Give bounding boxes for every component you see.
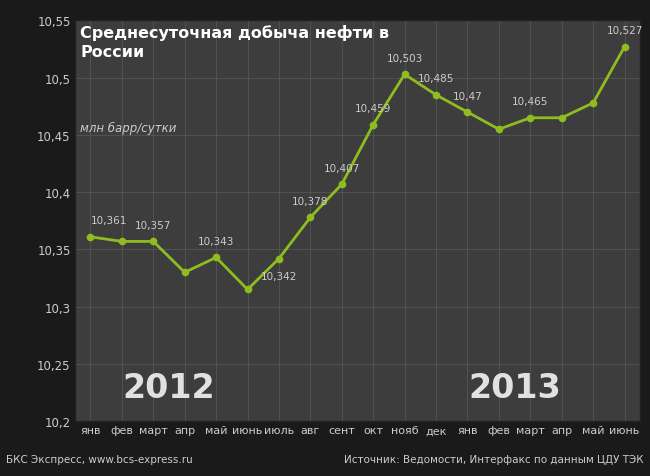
Text: Источник: Ведомости, Интерфакс по данным ЦДУ ТЭК: Источник: Ведомости, Интерфакс по данным… — [344, 454, 644, 464]
Text: 10,361: 10,361 — [90, 216, 127, 226]
Text: 10,407: 10,407 — [324, 163, 360, 173]
Text: 10,465: 10,465 — [512, 97, 549, 107]
Text: 10,527: 10,527 — [606, 26, 643, 36]
Text: 10,343: 10,343 — [198, 237, 234, 247]
Text: 10,47: 10,47 — [452, 91, 482, 101]
Text: БКС Экспресс, www.bcs-express.ru: БКС Экспресс, www.bcs-express.ru — [6, 454, 193, 464]
Text: Среднесуточная добыча нефти в
России: Среднесуточная добыча нефти в России — [81, 25, 389, 60]
Text: 10,378: 10,378 — [292, 197, 328, 207]
Text: 10,503: 10,503 — [387, 54, 422, 64]
Text: 10,357: 10,357 — [135, 220, 172, 230]
Text: 2013: 2013 — [468, 371, 561, 404]
Text: 10,459: 10,459 — [355, 104, 391, 114]
Text: млн барр/сутки: млн барр/сутки — [81, 121, 177, 134]
Text: 2012: 2012 — [123, 371, 215, 404]
Text: 10,342: 10,342 — [261, 272, 297, 282]
Text: 10,485: 10,485 — [418, 74, 454, 84]
